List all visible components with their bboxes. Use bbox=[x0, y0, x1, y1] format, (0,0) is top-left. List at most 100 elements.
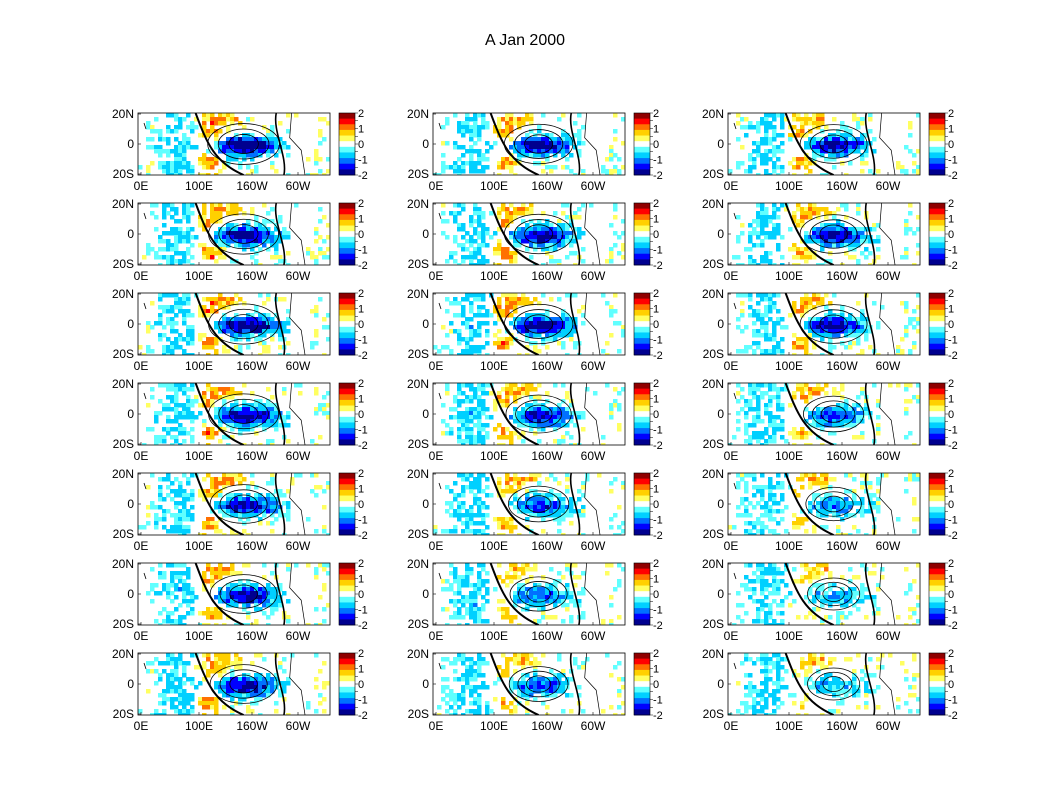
colorbar-swatch bbox=[929, 321, 945, 328]
colorbar-swatch bbox=[634, 681, 650, 688]
colorbar: 2 1 0 -1 -2 bbox=[928, 468, 958, 542]
colorbar-swatch bbox=[634, 439, 650, 446]
colorbar-swatch bbox=[339, 248, 355, 255]
colorbar-swatch bbox=[634, 653, 650, 660]
colorbar-swatch bbox=[929, 568, 945, 575]
x-tick-label: 160W bbox=[826, 449, 858, 463]
colorbar-swatch bbox=[634, 135, 650, 142]
colorbar-swatch bbox=[634, 703, 650, 710]
colorbar-tick-label: 1 bbox=[358, 664, 364, 676]
y-tick-label: 20S bbox=[408, 257, 429, 271]
colorbar-swatch bbox=[929, 484, 945, 491]
colorbar-tick-label: 0 bbox=[948, 319, 954, 331]
x-tick-label: 0E bbox=[724, 629, 739, 643]
colorbar-swatch bbox=[929, 501, 945, 508]
colorbar-tick-label: 1 bbox=[948, 214, 954, 226]
colorbar-tick-label: -2 bbox=[948, 170, 958, 182]
colorbar-swatch bbox=[339, 433, 355, 440]
colorbar-tick-label: 1 bbox=[948, 664, 954, 676]
y-tick-label: 20S bbox=[113, 617, 134, 631]
colorbar-swatch bbox=[634, 579, 650, 586]
colorbar-tick-label: 1 bbox=[948, 484, 954, 496]
colorbar-tick-label: -2 bbox=[948, 710, 958, 722]
colorbar-tick-label: 2 bbox=[948, 378, 954, 390]
zero-contour bbox=[569, 293, 581, 355]
contour-line bbox=[515, 399, 563, 429]
coastline bbox=[438, 122, 442, 130]
x-tick-label: 160W bbox=[236, 539, 268, 553]
colorbar-tick-label: 1 bbox=[358, 394, 364, 406]
colorbar-tick-label: 2 bbox=[358, 198, 364, 210]
colorbar-tick-label: -2 bbox=[358, 260, 368, 272]
x-tick-label: 60W bbox=[876, 449, 901, 463]
colorbar-swatch bbox=[929, 231, 945, 238]
colorbar-swatch bbox=[634, 231, 650, 238]
x-tick-label: 0E bbox=[134, 179, 149, 193]
y-tick-label: 0 bbox=[127, 677, 134, 691]
zero-contour bbox=[274, 383, 286, 445]
x-tick-label: 100E bbox=[480, 719, 508, 733]
colorbar-swatch bbox=[929, 135, 945, 142]
y-tick-label: 20S bbox=[408, 347, 429, 361]
colorbar-swatch bbox=[339, 293, 355, 300]
colorbar-swatch bbox=[634, 214, 650, 221]
x-tick-label: 0E bbox=[134, 449, 149, 463]
coastline bbox=[143, 302, 147, 310]
colorbar-swatch bbox=[339, 422, 355, 429]
colorbar-swatch bbox=[634, 383, 650, 390]
y-tick-label: 20S bbox=[113, 167, 134, 181]
coastline bbox=[733, 572, 737, 580]
colorbar-tick-label: -1 bbox=[653, 515, 663, 527]
coastline bbox=[289, 653, 306, 715]
y-tick-label: 20N bbox=[112, 107, 134, 121]
colorbar-tick-label: 0 bbox=[358, 319, 364, 331]
x-tick-label: 100E bbox=[185, 269, 213, 283]
colorbar-swatch bbox=[339, 512, 355, 519]
anomaly-field bbox=[728, 113, 920, 175]
contour-line bbox=[508, 485, 570, 523]
colorbar-tick-label: 2 bbox=[653, 198, 659, 210]
zero-contour bbox=[194, 203, 244, 265]
colorbar-swatch bbox=[634, 478, 650, 485]
colorbar: 2 1 0 -1 -2 bbox=[633, 558, 663, 632]
colorbar-swatch bbox=[634, 124, 650, 131]
colorbar-swatch bbox=[929, 293, 945, 300]
anomaly-field bbox=[728, 293, 920, 355]
zero-contour bbox=[569, 383, 581, 445]
colorbar: 2 1 0 -1 -2 bbox=[928, 558, 958, 632]
contour-line bbox=[514, 309, 564, 339]
colorbar-tick-label: 1 bbox=[358, 304, 364, 316]
colorbar-swatch bbox=[339, 686, 355, 693]
colorbar-tick-label: 1 bbox=[948, 574, 954, 586]
colorbar-swatch bbox=[634, 416, 650, 423]
contour-line bbox=[799, 214, 868, 254]
contour-line bbox=[218, 218, 269, 250]
zero-contour bbox=[489, 113, 539, 175]
y-tick-label: 20S bbox=[113, 257, 134, 271]
colorbar-swatch bbox=[929, 613, 945, 620]
x-tick-label: 100E bbox=[185, 629, 213, 643]
contour-line bbox=[811, 400, 856, 428]
colorbar-swatch bbox=[339, 675, 355, 682]
colorbar-swatch bbox=[339, 478, 355, 485]
anomaly-field bbox=[138, 653, 330, 715]
colorbar-swatch bbox=[339, 113, 355, 120]
colorbar-swatch bbox=[634, 248, 650, 255]
colorbar-swatch bbox=[339, 242, 355, 249]
colorbar-swatch bbox=[929, 489, 945, 496]
x-tick-label: 100E bbox=[185, 719, 213, 733]
colorbar-swatch bbox=[339, 574, 355, 581]
colorbar-tick-label: 2 bbox=[358, 468, 364, 480]
colorbar-swatch bbox=[634, 484, 650, 491]
colorbar: 2 1 0 -1 -2 bbox=[633, 198, 663, 272]
y-tick-label: 0 bbox=[127, 407, 134, 421]
colorbar-tick-label: 2 bbox=[653, 108, 659, 120]
x-tick-label: 0E bbox=[429, 629, 444, 643]
zero-contour bbox=[864, 383, 876, 445]
colorbar-swatch bbox=[634, 259, 650, 266]
x-tick-label: 60W bbox=[876, 629, 901, 643]
x-tick-label: 100E bbox=[185, 359, 213, 373]
colorbar-swatch bbox=[929, 298, 945, 305]
colorbar-swatch bbox=[929, 686, 945, 693]
coastline bbox=[143, 392, 147, 400]
